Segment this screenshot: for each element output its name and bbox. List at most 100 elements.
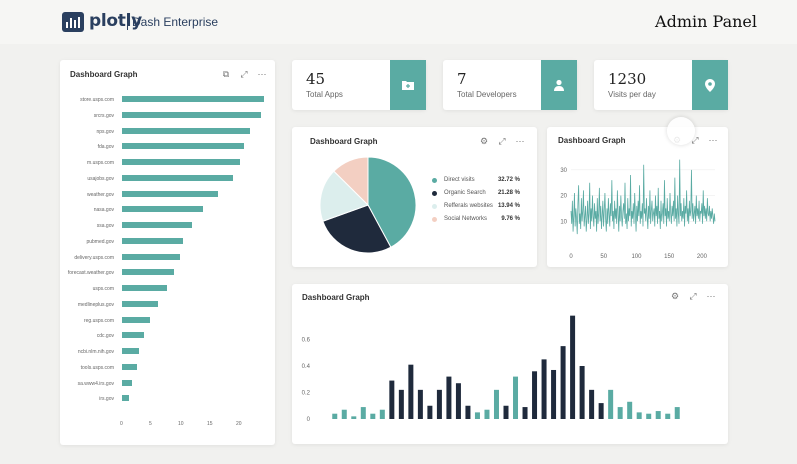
hbar-bar: [122, 111, 262, 118]
hbar-row: nasa.gov: [94, 206, 267, 214]
user-icon[interactable]: [541, 60, 577, 110]
hbar-bar: [122, 237, 183, 244]
x-tick-label: 15: [207, 421, 213, 427]
x-tick-label: 150: [664, 254, 675, 260]
hbar-bar: [122, 127, 250, 134]
stat-value: 1230: [608, 70, 647, 88]
hbar-bar: [122, 269, 175, 276]
stat-card-visits: 1230 Visits per day: [594, 60, 728, 110]
hbar-row: irs.gov: [99, 395, 267, 403]
vbar-bar: [541, 359, 547, 419]
plotly-logo-icon[interactable]: [62, 12, 84, 32]
settings-icon[interactable]: ⚙: [670, 291, 680, 301]
hbar-bar: [122, 96, 265, 102]
legend-value: 32.72 %: [497, 177, 520, 183]
stat-label: Visits per day: [608, 90, 656, 99]
expand-icon[interactable]: ⤢: [240, 69, 248, 79]
hbar-row: pubmed.gov: [86, 237, 267, 246]
more-options-icon[interactable]: ⋯: [708, 135, 718, 145]
legend-item[interactable]: Refferals websites 13.94 %: [432, 203, 520, 209]
pie-slice: [319, 170, 369, 222]
vbar-bar: [560, 346, 566, 419]
copy-icon[interactable]: ⧉: [222, 69, 230, 79]
hbar-bar: [122, 300, 158, 307]
hbar-category-label: sa.www4.irs.gov: [77, 380, 114, 387]
hbar-category-label: medlineplus.gov: [77, 301, 114, 308]
x-tick-label: 100: [631, 254, 642, 260]
hbar-bar: [122, 174, 234, 181]
vbar-bar: [332, 413, 338, 419]
page-title: Admin Panel: [655, 12, 757, 31]
hbar-category-label: tools.usps.com: [80, 364, 114, 371]
vbar-bar: [503, 405, 509, 419]
pie-slice: [322, 204, 392, 254]
vbar-bar: [608, 389, 614, 419]
x-tick-label: 50: [600, 254, 607, 260]
vbar-bar: [551, 369, 557, 419]
y-tick-label: 0: [307, 417, 311, 423]
vbar-bar: [360, 407, 366, 419]
hbar-category-label: usps.com: [92, 286, 114, 292]
cursor-highlight: [667, 117, 695, 145]
legend-value: 21.28 %: [497, 190, 520, 196]
hbar-category-label: reg.usps.com: [83, 317, 114, 324]
more-options-icon[interactable]: ⋯: [515, 136, 525, 146]
y-tick-label: 0.2: [302, 391, 311, 397]
hbar-row: ssa.gov: [97, 222, 267, 230]
hbar-bar: [122, 190, 218, 197]
hbar-bar: [122, 363, 138, 370]
hbar-row: forecast.weather.gov: [68, 269, 267, 277]
vbar-bar: [455, 383, 461, 419]
vbar-bar: [589, 389, 595, 419]
legend-value: 9.76 %: [501, 216, 520, 222]
expand-icon[interactable]: ⤢: [498, 136, 506, 146]
expand-icon[interactable]: ⤢: [689, 291, 697, 301]
pie-slice: [333, 156, 369, 207]
top-header: [0, 0, 797, 44]
hbar-row: usps.com: [93, 285, 267, 293]
location-pin-icon[interactable]: [692, 60, 728, 110]
vbar-bar: [465, 405, 471, 419]
x-tick-label: 0: [569, 254, 573, 260]
hbar-bar: [122, 285, 167, 291]
legend-swatch: [432, 177, 437, 183]
folder-plus-icon[interactable]: [390, 60, 426, 110]
settings-icon[interactable]: ⚙: [479, 136, 489, 146]
more-options-icon[interactable]: ⋯: [706, 291, 716, 301]
vbar-bar: [627, 401, 633, 419]
hbar-bar: [122, 143, 244, 150]
hbar-chart-card: Dashboard Graph ⧉ ⤢ ⋯ store.usps.com srcr…: [60, 60, 275, 445]
legend-label: Social Networks: [444, 216, 488, 222]
y-tick-label: 0.4: [302, 364, 311, 370]
hbar-category-label: forecast.weather.gov: [67, 270, 114, 277]
logo-subtitle: Dash Enterprise: [132, 15, 219, 29]
expand-icon[interactable]: ⤢: [691, 135, 699, 145]
hbar-category-label: fda.gov: [97, 144, 114, 151]
vbar-bar: [446, 376, 452, 419]
hbar-bar: [122, 348, 140, 354]
pie-chart-card: Dashboard Graph ⚙ ⤢ ⋯ Direct visits 32.72…: [292, 127, 537, 267]
vbar-bar: [408, 364, 414, 419]
stat-value: 7: [457, 70, 467, 88]
vbar-bar: [370, 413, 376, 419]
y-tick-label: 0.6: [302, 338, 311, 344]
legend-item[interactable]: Social Networks 9.76 %: [432, 216, 520, 222]
legend-item[interactable]: Direct visits 32.72 %: [432, 177, 520, 183]
vbar-bar: [646, 413, 652, 419]
vbar-bar: [522, 407, 528, 419]
vbar-bar: [389, 380, 395, 419]
card-title: Dashboard Graph: [558, 136, 626, 145]
pie-legend: Direct visits 32.72 % Organic Search 21.28 …: [432, 177, 520, 227]
legend-item[interactable]: Organic Search 21.28 %: [432, 190, 520, 196]
stat-card-apps: 45 Total Apps: [292, 60, 426, 110]
hbar-category-label: pubmed.gov: [86, 238, 114, 245]
hbar-bar: [122, 253, 180, 260]
vbar-bar: [579, 366, 585, 419]
stat-card-developers: 7 Total Developers: [443, 60, 577, 110]
logo-text[interactable]: plotly: [89, 11, 142, 31]
vbar-bar: [674, 407, 680, 419]
hbar-category-label: srcrs.gov: [93, 112, 114, 119]
hbar-bar: [122, 206, 204, 213]
more-options-icon[interactable]: ⋯: [257, 69, 267, 79]
hbar-bar: [122, 395, 129, 402]
